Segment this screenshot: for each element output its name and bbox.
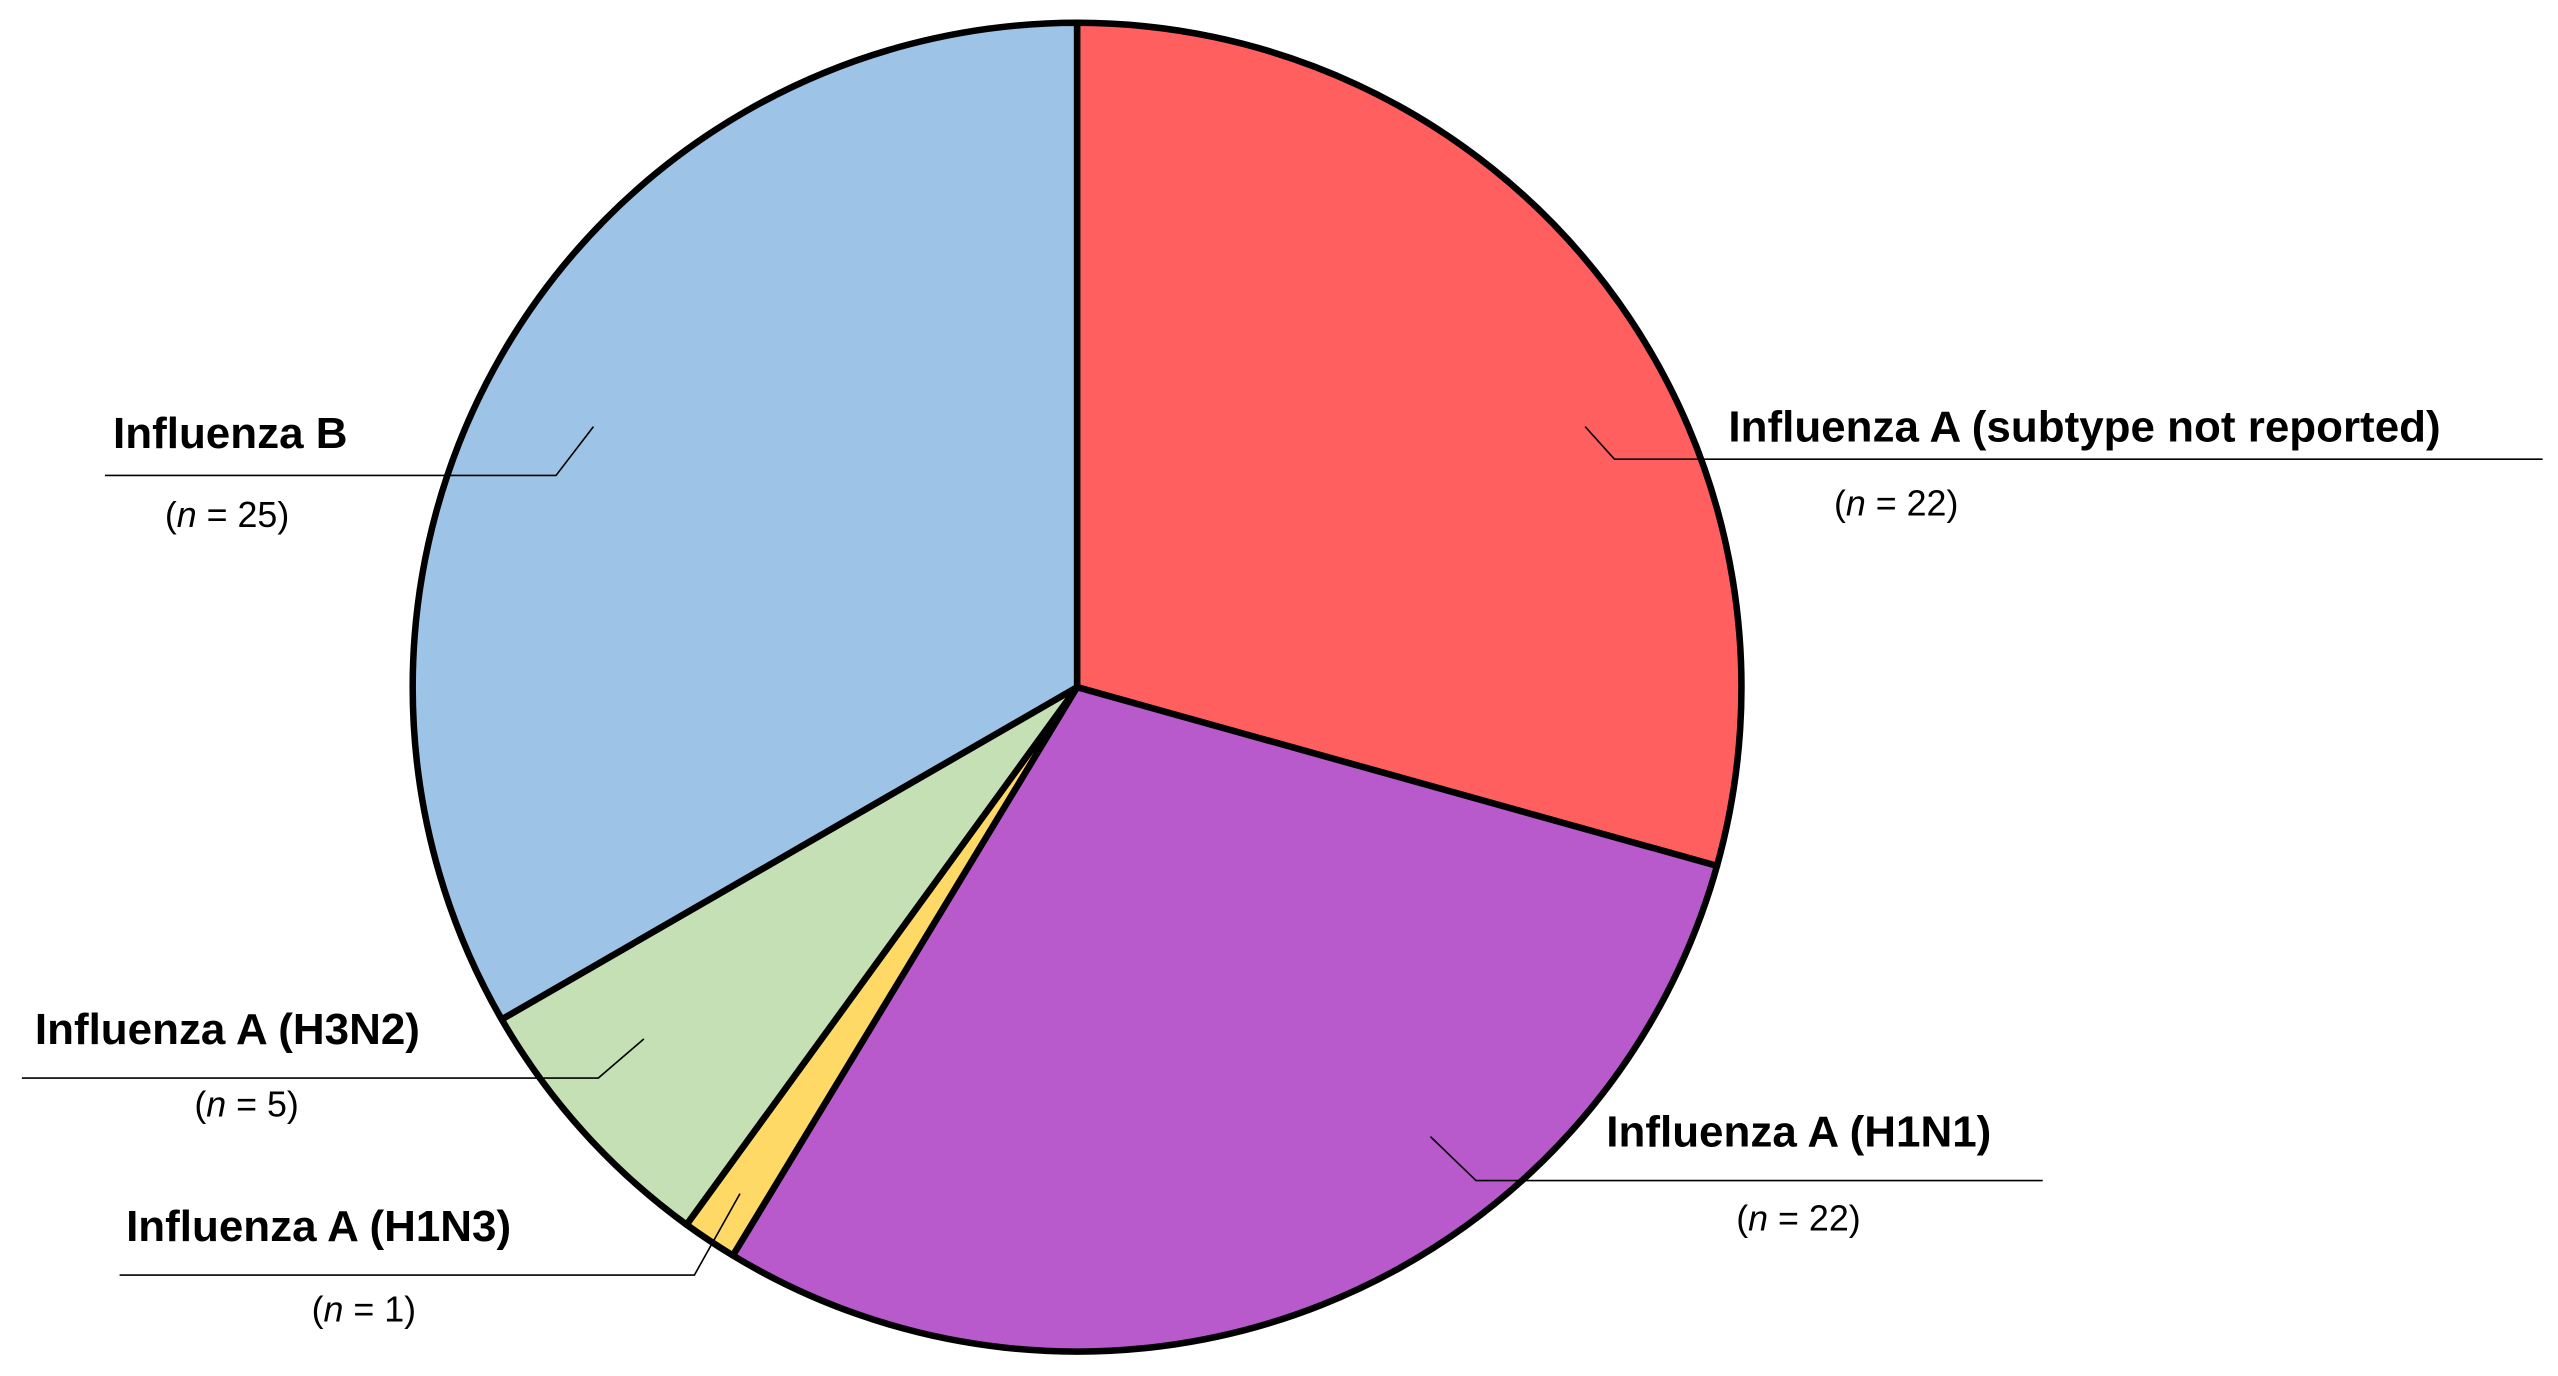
pie-slice bbox=[409, 19, 1081, 1023]
leader-line bbox=[1584, 426, 2543, 461]
slice-label: Influenza A (subtype not reported) bbox=[1728, 403, 2440, 452]
slice-label: Influenza A (H1N1) bbox=[1606, 1108, 1991, 1157]
pie-slice bbox=[498, 683, 1081, 1228]
slice-label: Influenza B bbox=[113, 409, 347, 458]
slice-label: Influenza A (H1N3) bbox=[126, 1202, 511, 1251]
slice-label: Influenza A (H3N2) bbox=[35, 1005, 420, 1054]
value-label: (n = 5) bbox=[194, 1085, 299, 1125]
value-label: (n = 1) bbox=[312, 1290, 417, 1330]
value-label: (n = 22) bbox=[1834, 484, 1958, 524]
leader-line bbox=[104, 426, 595, 477]
pie-slice bbox=[1073, 19, 1745, 870]
leader-line bbox=[119, 1193, 741, 1276]
value-label: (n = 22) bbox=[1736, 1199, 1860, 1239]
leader-line bbox=[1429, 1136, 2043, 1182]
leader-line bbox=[21, 1038, 645, 1079]
value-label: (n = 25) bbox=[165, 495, 289, 535]
